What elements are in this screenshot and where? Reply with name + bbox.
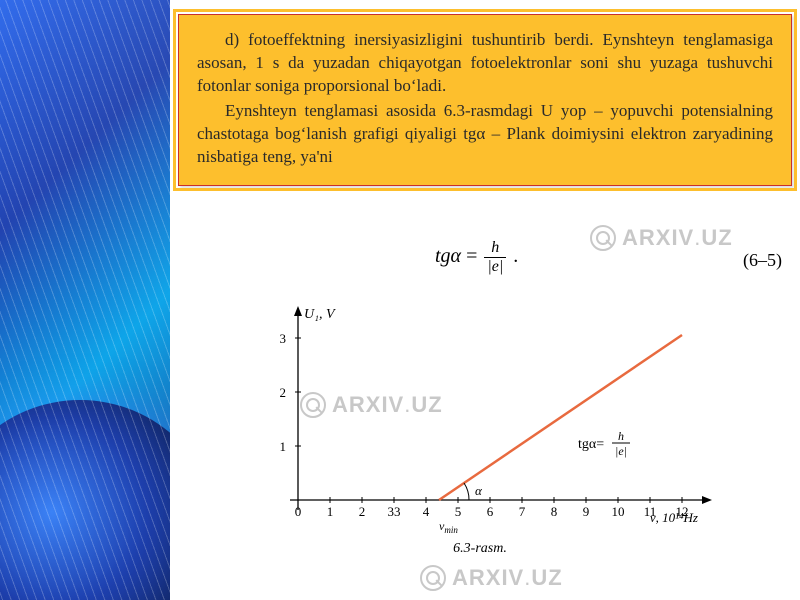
svg-text:10: 10 (612, 504, 625, 519)
paragraph-d: d) fotoeffektning inersiyasizligini tush… (197, 29, 773, 98)
equation-number: (6–5) (743, 250, 782, 271)
y-tick-3: 3 (280, 331, 287, 346)
data-line (439, 335, 682, 500)
svg-text:0: 0 (295, 504, 302, 519)
svg-text:|e|: |e| (615, 444, 627, 458)
y-tick-1: 1 (280, 439, 287, 454)
x-min-label: νmin (439, 519, 458, 535)
chart-svg: 1 2 3 U₁, V 0 1 2 33 4 5 6 7 8 (260, 300, 730, 580)
svg-text:2: 2 (359, 504, 366, 519)
svg-text:4: 4 (423, 504, 430, 519)
svg-text:5: 5 (455, 504, 462, 519)
svg-text:1: 1 (327, 504, 334, 519)
sidebar-decoration (0, 0, 170, 600)
svg-text:tgα=: tgα= (578, 437, 604, 452)
x-axis-label: ν, 10¹⁴Hz (650, 510, 698, 525)
chart-caption: 6.3-rasm. (453, 541, 507, 556)
paragraph-einstein: Eynshteyn tenglamasi asosida 6.3-rasmdag… (197, 100, 773, 169)
svg-text:33: 33 (388, 504, 401, 519)
formula-tga: tgα = h|e| . (435, 240, 518, 275)
y-tick-2: 2 (280, 385, 287, 400)
angle-label: α (475, 483, 483, 498)
svg-text:h: h (618, 429, 624, 443)
svg-text:6: 6 (487, 504, 494, 519)
y-axis-label: U₁, V (304, 307, 336, 322)
formula-row: tgα = h|e| . (6–5) (170, 240, 800, 290)
svg-text:9: 9 (583, 504, 590, 519)
angle-arc (464, 483, 469, 500)
svg-text:7: 7 (519, 504, 526, 519)
chart-6-3: 1 2 3 U₁, V 0 1 2 33 4 5 6 7 8 (260, 300, 730, 580)
content-area: ARXIV.UZ ARXIV.UZ ARXIV.UZ ARXIV.UZ d) f… (170, 0, 800, 600)
slope-annotation: tgα= h |e| (578, 429, 630, 458)
svg-text:8: 8 (551, 504, 558, 519)
main-text-box: d) fotoeffektning inersiyasizligini tush… (178, 14, 792, 186)
